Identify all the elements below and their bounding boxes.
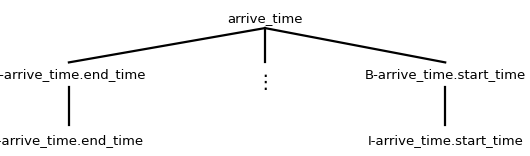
Text: B-arrive_time.start_time: B-arrive_time.start_time	[365, 68, 526, 81]
Text: I-arrive_time.start_time: I-arrive_time.start_time	[367, 134, 523, 147]
Text: B-arrive_time.end_time: B-arrive_time.end_time	[0, 68, 147, 81]
Text: I-arrive_time.end_time: I-arrive_time.end_time	[0, 134, 144, 147]
Text: ⋮: ⋮	[255, 73, 275, 92]
Text: arrive_time: arrive_time	[227, 12, 303, 25]
